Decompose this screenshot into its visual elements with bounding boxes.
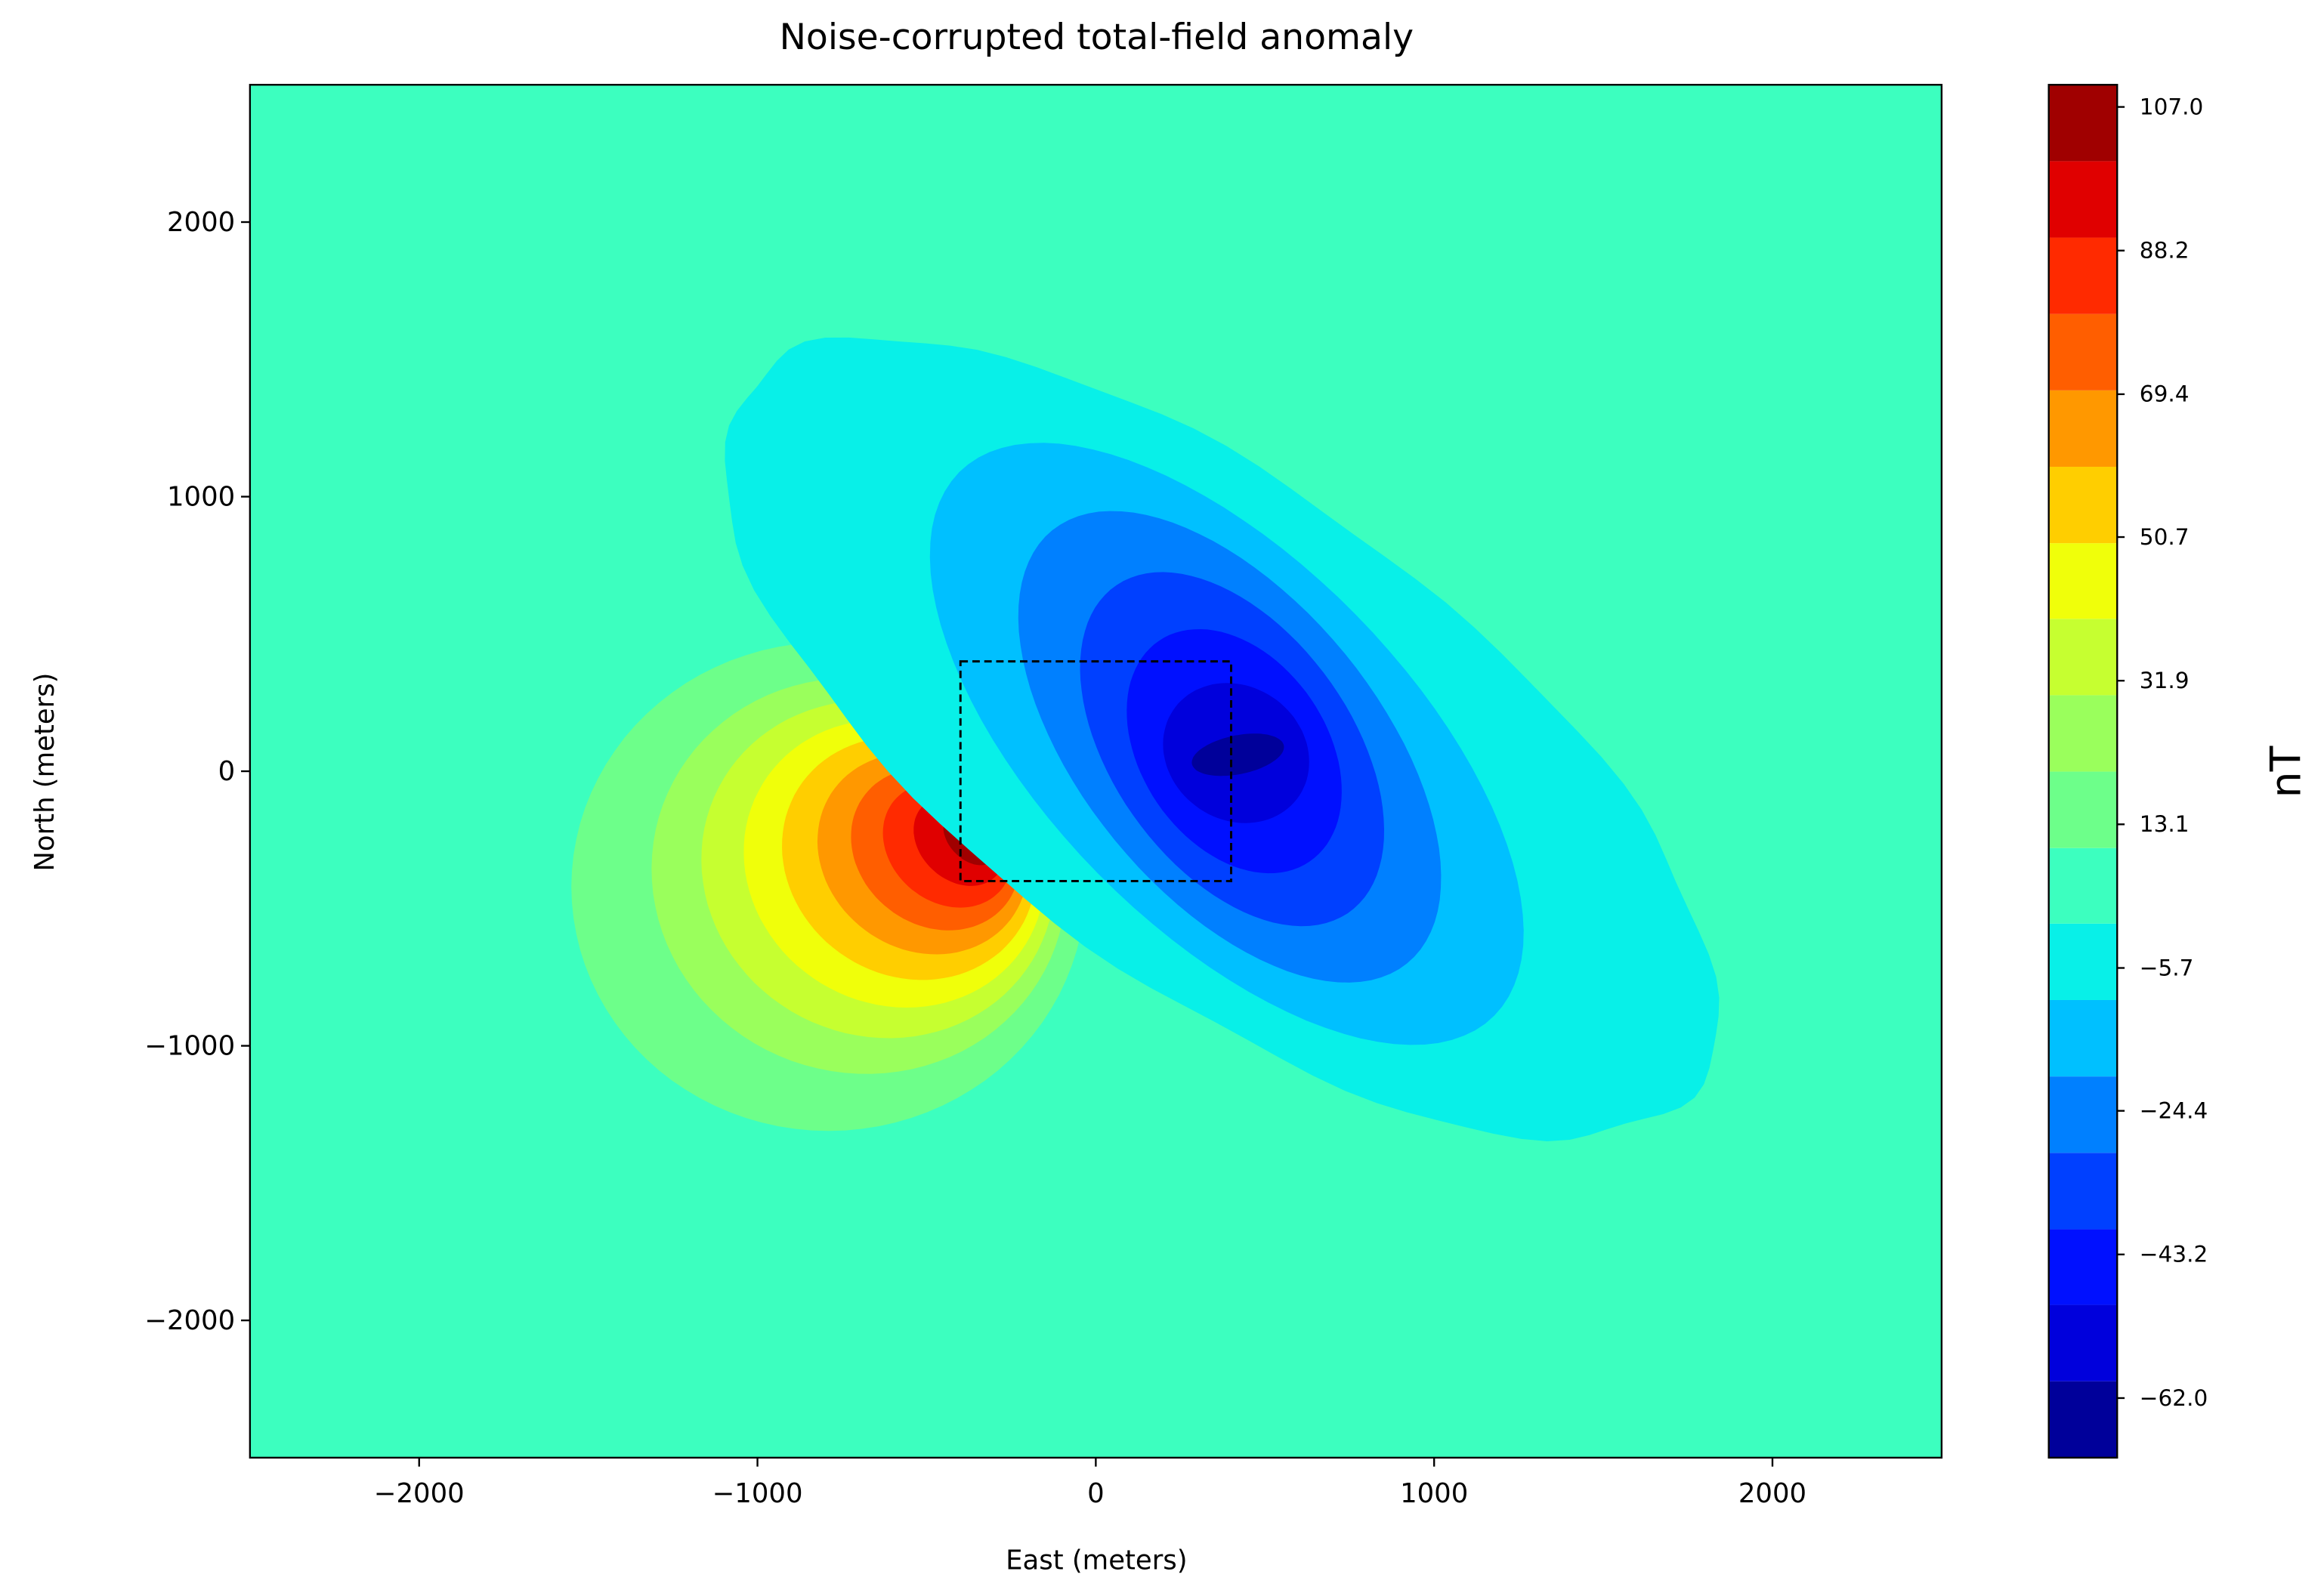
colorbar-band <box>2048 619 2118 696</box>
y-tick-label: 1000 <box>167 481 235 512</box>
y-tick-label: 0 <box>218 756 236 787</box>
colorbar-band <box>2048 695 2118 772</box>
chart-title: Noise-corrupted total-field anomaly <box>780 17 1414 58</box>
colorbar-tick-label: −43.2 <box>2140 1242 2208 1267</box>
colorbar-band <box>2048 923 2118 1000</box>
colorbar-tick-label: 31.9 <box>2140 668 2190 693</box>
colorbar-tick-label: −5.7 <box>2140 955 2194 980</box>
colorbar-band <box>2048 771 2118 848</box>
colorbar-tick-label: 107.0 <box>2140 94 2204 119</box>
colorbar-band <box>2048 1304 2118 1381</box>
colorbar-frame <box>2047 84 2118 1459</box>
colorbar-tick-label: −62.0 <box>2140 1385 2208 1411</box>
y-tick-label: −1000 <box>144 1030 235 1061</box>
colorbar-band <box>2048 1381 2118 1458</box>
x-tick-label: 1000 <box>1400 1478 1468 1509</box>
colorbar-band <box>2048 999 2118 1077</box>
colorbar-band <box>2048 390 2118 467</box>
colorbar-band <box>2048 1153 2118 1230</box>
colorbar-tick-label: 50.7 <box>2140 524 2190 550</box>
colorbar-tick-label: 69.4 <box>2140 381 2190 407</box>
colorbar-band <box>2048 1229 2118 1305</box>
plot-area <box>249 85 1942 1458</box>
colorbar-label: nT <box>2262 746 2310 798</box>
x-axis-label: East (meters) <box>1006 1545 1187 1576</box>
axes: −2000 −1000 0 1000 2000 −2000 −1000 0 1000 2000 <box>144 84 1943 1509</box>
colorbar-band <box>2048 847 2118 924</box>
colorbar-tick-label: 88.2 <box>2140 238 2190 264</box>
colorbar-tick-label: 13.1 <box>2140 811 2190 837</box>
colorbar-band <box>2048 85 2118 162</box>
colorbar-band <box>2048 313 2118 391</box>
colorbar-band <box>2048 237 2118 314</box>
colorbar: −62.0 −43.2 −24.4 −5.7 13.1 31.9 50.7 69.4 88.2 1… <box>2047 84 2208 1459</box>
x-tick-label: 2000 <box>1738 1478 1806 1509</box>
source-box <box>959 660 1232 882</box>
colorbar-band <box>2048 161 2118 238</box>
colorbar-tick-label: −24.4 <box>2140 1097 2208 1123</box>
contour-band <box>1191 733 1284 776</box>
y-tick-label: 2000 <box>167 207 235 238</box>
x-tick-label: −2000 <box>374 1478 465 1509</box>
x-tick-label: −1000 <box>712 1478 803 1509</box>
y-axis-label: North (meters) <box>29 672 60 871</box>
colorbar-band <box>2048 466 2118 544</box>
colorbar-band <box>2048 1076 2118 1153</box>
x-tick-label: 0 <box>1087 1478 1105 1509</box>
y-tick-label: −2000 <box>144 1305 235 1336</box>
colorbar-band <box>2048 543 2118 619</box>
